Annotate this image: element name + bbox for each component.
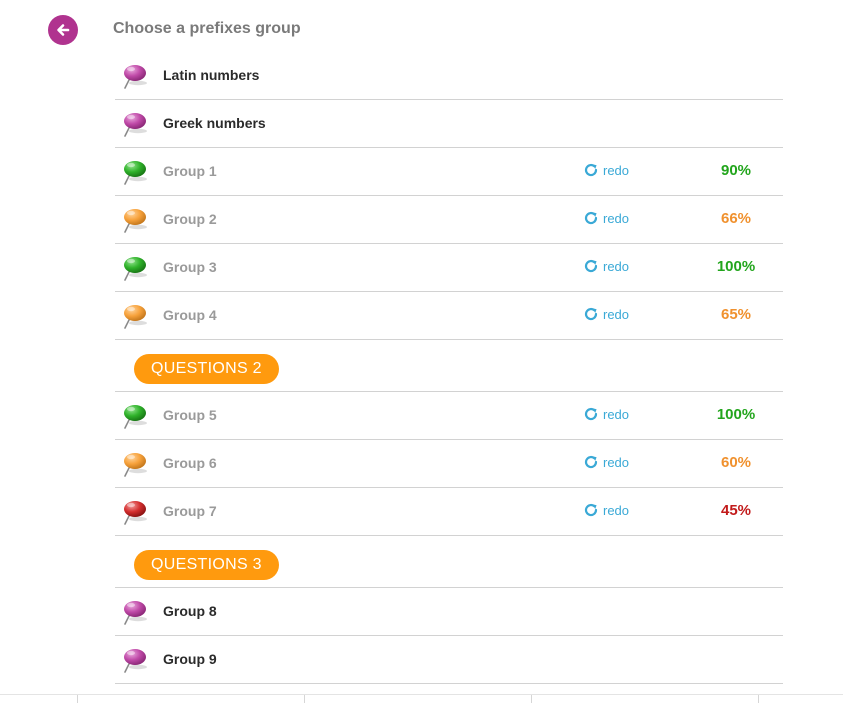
score-value: 100% (716, 406, 756, 423)
section-header: QUESTIONS 2 (115, 340, 783, 392)
score-value: 45% (720, 502, 752, 519)
purple-pin-icon (124, 601, 147, 625)
redo-label: redo (603, 210, 630, 226)
redo-label: redo (603, 306, 630, 322)
orange-pin-icon (124, 305, 147, 329)
group-label: Latin numbers (163, 67, 260, 83)
group-label: Group 6 (163, 455, 217, 471)
group-row[interactable]: Group 4 redo 65% (115, 292, 783, 340)
group-row[interactable]: Greek numbers (115, 100, 783, 148)
group-label: Group 2 (163, 211, 217, 227)
redo-icon (584, 163, 598, 177)
redo-button[interactable]: redo (583, 406, 629, 422)
group-row[interactable]: Group 3 redo 100% (115, 244, 783, 292)
orange-pin-icon (124, 209, 147, 233)
group-label: Group 3 (163, 259, 217, 275)
group-label: Group 4 (163, 307, 217, 323)
section-badge: QUESTIONS 2 (134, 354, 279, 384)
redo-icon (584, 259, 598, 273)
group-list: Latin numbers Greek numbers Group 1 redo… (115, 52, 783, 684)
page-title: Choose a prefixes group (113, 20, 301, 37)
footer-tick (304, 695, 305, 703)
group-row[interactable]: Latin numbers (115, 52, 783, 100)
redo-label: redo (603, 454, 630, 470)
redo-label: redo (603, 162, 630, 178)
group-label: Group 1 (163, 163, 217, 179)
orange-pin-icon (124, 453, 147, 477)
red-pin-icon (124, 501, 147, 525)
section-badge: QUESTIONS 3 (134, 550, 279, 580)
back-button[interactable] (48, 15, 78, 45)
purple-pin-icon (124, 65, 147, 89)
group-label: Greek numbers (163, 115, 266, 131)
footer-tick (77, 695, 78, 703)
group-row[interactable]: Group 1 redo 90% (115, 148, 783, 196)
footer-tick (531, 695, 532, 703)
score-value: 60% (720, 454, 752, 471)
group-row[interactable]: Group 9 (115, 636, 783, 684)
redo-button[interactable]: redo (583, 210, 629, 226)
redo-button[interactable]: redo (583, 502, 629, 518)
group-label: Group 5 (163, 407, 217, 423)
redo-button[interactable]: redo (583, 258, 629, 274)
redo-icon (584, 211, 598, 225)
group-row[interactable]: Group 2 redo 66% (115, 196, 783, 244)
group-label: Group 8 (163, 603, 217, 619)
redo-label: redo (603, 258, 630, 274)
redo-button[interactable]: redo (583, 454, 629, 470)
footer-divider (0, 694, 843, 695)
redo-button[interactable]: redo (583, 306, 629, 322)
group-row[interactable]: Group 5 redo 100% (115, 392, 783, 440)
group-row[interactable]: Group 6 redo 60% (115, 440, 783, 488)
green-pin-icon (124, 257, 147, 281)
purple-pin-icon (124, 649, 147, 673)
section-header: QUESTIONS 3 (115, 536, 783, 588)
group-label: Group 7 (163, 503, 217, 519)
footer-tick (758, 695, 759, 703)
purple-pin-icon (124, 113, 147, 137)
green-pin-icon (124, 161, 147, 185)
score-value: 90% (720, 162, 752, 179)
score-value: 66% (720, 210, 752, 227)
group-label: Group 9 (163, 651, 217, 667)
group-row[interactable]: Group 7 redo 45% (115, 488, 783, 536)
redo-icon (584, 307, 598, 321)
redo-icon (584, 455, 598, 469)
green-pin-icon (124, 405, 147, 429)
redo-icon (584, 503, 598, 517)
redo-label: redo (603, 406, 630, 422)
score-value: 100% (716, 258, 756, 275)
arrow-left-icon (57, 24, 70, 36)
redo-icon (584, 407, 598, 421)
score-value: 65% (720, 306, 752, 323)
group-row[interactable]: Group 8 (115, 588, 783, 636)
redo-label: redo (603, 502, 630, 518)
redo-button[interactable]: redo (583, 162, 629, 178)
